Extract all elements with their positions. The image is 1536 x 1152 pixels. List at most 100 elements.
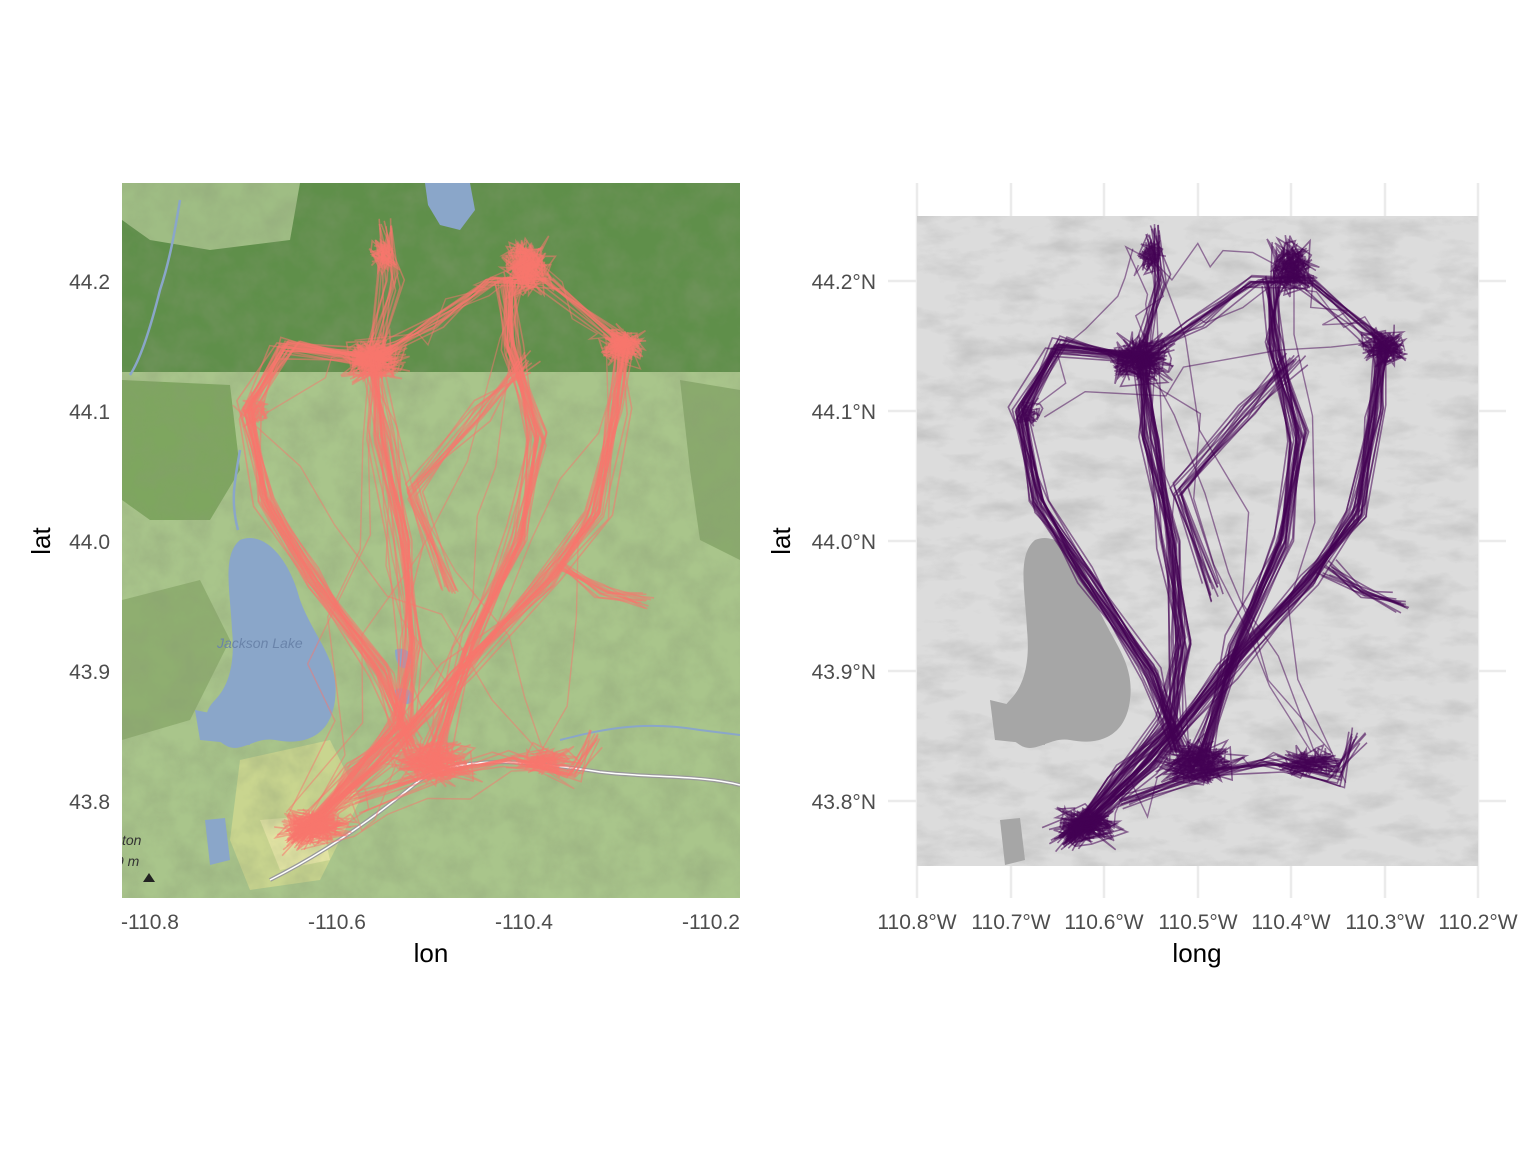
- movement-track: [1183, 738, 1222, 779]
- movement-track: [370, 225, 397, 361]
- movement-track: [1120, 732, 1367, 805]
- hotspot-track: [1021, 399, 1044, 427]
- movement-track: [1124, 245, 1157, 373]
- x-axis-title: long: [1172, 938, 1221, 968]
- movement-track: [1178, 354, 1295, 585]
- movement-track: [242, 269, 523, 428]
- left-basemap: Jackson Lake ton 9 m: [122, 183, 740, 898]
- movement-track: [1114, 360, 1312, 753]
- x-tick-label: -110.2: [682, 911, 740, 934]
- movement-track: [606, 328, 642, 370]
- movement-track: [1035, 248, 1134, 407]
- movement-track: [419, 278, 532, 761]
- movement-track: [1315, 571, 1402, 614]
- movement-track: [374, 276, 627, 361]
- movement-track: [1092, 753, 1190, 830]
- y-tick-label: 44.1: [69, 401, 110, 424]
- movement-track: [1068, 343, 1389, 833]
- movement-track: [1377, 336, 1406, 355]
- right-x-axis: 110.8°W 110.7°W 110.6°W 110.5°W 110.4°W …: [877, 911, 1517, 968]
- movement-track: [1148, 367, 1333, 754]
- peak-icon: [143, 873, 155, 882]
- movement-track: [1066, 347, 1386, 842]
- movement-track: [238, 344, 418, 752]
- movement-track: [257, 336, 397, 750]
- hotspot-track: [368, 240, 398, 276]
- jackson-lake: [206, 538, 336, 748]
- hotspot-track: [600, 329, 638, 363]
- right-y-axis: 43.8°N 43.9°N 44.0°N 44.1°N 44.2°N lat: [766, 271, 876, 814]
- movement-track: [305, 739, 422, 832]
- movement-track: [1173, 357, 1292, 588]
- movement-track: [1067, 340, 1387, 849]
- x-tick-label: -110.4: [495, 911, 553, 934]
- movement-track: [286, 344, 625, 843]
- x-tick-label: 110.8°W: [877, 911, 956, 934]
- hotspot-track: [1266, 238, 1301, 297]
- movement-track: [296, 362, 419, 840]
- y-axis-title: lat: [766, 526, 796, 554]
- y-tick-label: 43.9°N: [812, 661, 876, 684]
- movement-track: [1150, 245, 1315, 752]
- movement-track: [366, 225, 399, 351]
- hotspot-track: [1107, 332, 1168, 381]
- hotspot-track: [1277, 744, 1341, 777]
- movement-track: [530, 745, 575, 790]
- movement-track: [1131, 275, 1388, 363]
- movement-track: [563, 563, 647, 596]
- y-tick-label: 44.0: [69, 531, 110, 554]
- right-map-panel: 43.8°N 43.9°N 44.0°N 44.1°N 44.2°N lat 1…: [766, 183, 1518, 968]
- movement-track: [292, 344, 629, 838]
- movement-track: [1140, 276, 1390, 363]
- movement-track: [1120, 253, 1165, 373]
- movement-track: [300, 768, 557, 851]
- left-y-axis: 43.8 43.9 44.0 44.1 44.2 lat: [26, 271, 110, 814]
- movement-track: [416, 362, 529, 588]
- movement-track: [301, 260, 380, 832]
- movement-track: [296, 346, 633, 850]
- x-tick-label: 110.5°W: [1158, 911, 1237, 934]
- x-tick-label: 110.6°W: [1064, 911, 1143, 934]
- movement-track: [299, 342, 619, 834]
- hotspot-track: [1280, 238, 1316, 291]
- movement-track: [1211, 275, 1305, 763]
- movement-track: [1293, 275, 1390, 340]
- hotspot-track: [386, 739, 462, 775]
- hotspot-track: [523, 745, 575, 776]
- movement-track: [1062, 335, 1376, 840]
- movement-track: [1169, 363, 1290, 598]
- movement-track: [363, 374, 452, 757]
- x-tick-label: 110.7°W: [971, 911, 1050, 934]
- movement-track: [1057, 361, 1184, 839]
- y-tick-label: 44.2: [69, 271, 110, 294]
- y-tick-label: 44.0°N: [812, 531, 876, 554]
- movement-track: [1027, 336, 1180, 750]
- movement-track: [251, 340, 417, 748]
- left-x-axis: -110.8 -110.6 -110.4 -110.2 lon: [121, 911, 740, 968]
- movement-track: [286, 257, 384, 817]
- y-tick-label: 43.8°N: [812, 791, 876, 814]
- movement-track: [286, 355, 407, 847]
- left-map-panel: Jackson Lake ton 9 m 43.8 43.9 44.0 44.1…: [26, 183, 740, 968]
- movement-track: [285, 358, 415, 833]
- right-tracks: [1007, 224, 1410, 853]
- hotspot-track: [1286, 743, 1343, 776]
- movement-track: [354, 258, 533, 347]
- movement-track: [253, 340, 407, 755]
- movement-track: [1054, 361, 1188, 853]
- left-tracks: [232, 218, 655, 857]
- movement-track: [1074, 349, 1192, 843]
- lake-label: Jackson Lake: [216, 635, 303, 651]
- x-axis-title: lon: [414, 938, 449, 968]
- movement-track: [430, 260, 516, 751]
- movement-track: [375, 361, 439, 749]
- hotspot-track: [1155, 746, 1229, 781]
- movement-track: [247, 344, 410, 746]
- x-tick-label: 110.2°W: [1438, 911, 1517, 934]
- movement-track: [1149, 368, 1182, 747]
- movement-track: [1069, 345, 1384, 842]
- movement-track: [1284, 252, 1379, 338]
- y-tick-label: 44.2°N: [812, 271, 876, 294]
- hotspot-track: [512, 235, 555, 292]
- movement-track: [365, 283, 621, 354]
